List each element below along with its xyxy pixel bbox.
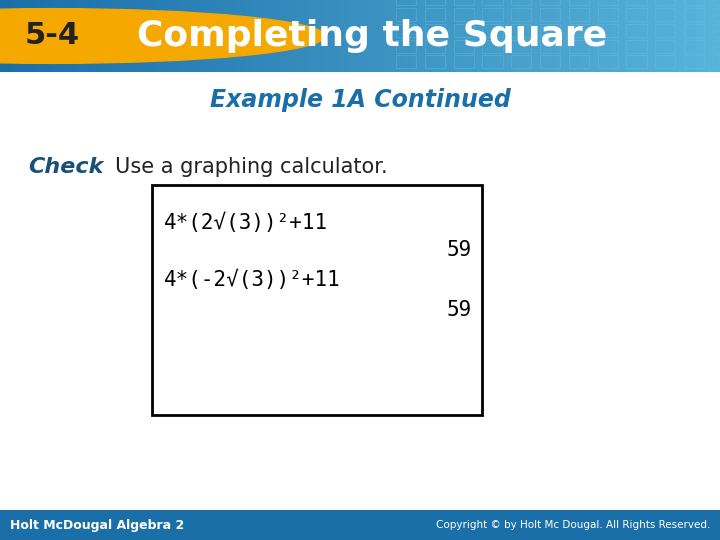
Bar [396,39,416,52]
Bar [482,8,503,21]
Bar [713,24,720,37]
Bar [511,24,531,37]
Bar [626,8,647,21]
Bar [511,8,531,21]
Text: Holt McDougal Algebra 2: Holt McDougal Algebra 2 [10,518,184,531]
Bar [684,8,704,21]
Bar [511,56,531,69]
Bar [540,24,560,37]
Text: Use a graphing calculator.: Use a graphing calculator. [115,157,387,177]
Bar [540,39,560,52]
Bar [655,24,675,37]
Bar [626,24,647,37]
Bar [626,56,647,69]
Bar [598,24,618,37]
Bar [569,56,589,69]
Bar [396,0,416,5]
Bar [396,8,416,21]
Text: 59: 59 [446,240,472,260]
Bar [569,39,589,52]
Bar [684,0,704,5]
Bar [684,39,704,52]
Bar [684,56,704,69]
Bar [482,56,503,69]
Text: Example 1A Continued: Example 1A Continued [210,88,510,112]
Bar [684,24,704,37]
Bar [598,56,618,69]
Bar [396,24,416,37]
Bar [425,24,445,37]
Bar [425,0,445,5]
Bar [655,8,675,21]
Text: 5-4: 5-4 [24,22,79,51]
Bar [540,56,560,69]
Text: Completing the Square: Completing the Square [137,19,607,53]
Bar [540,8,560,21]
Bar [713,39,720,52]
Bar [482,0,503,5]
Bar [655,56,675,69]
Bar [454,8,474,21]
Bar [713,8,720,21]
Bar [598,0,618,5]
Bar [626,39,647,52]
Bar [482,39,503,52]
Text: 59: 59 [446,300,472,320]
Circle shape [0,9,325,63]
Bar [713,0,720,5]
Bar [454,0,474,5]
Bar [511,39,531,52]
FancyBboxPatch shape [152,185,482,415]
Bar [511,0,531,5]
Bar [454,24,474,37]
Text: Copyright © by Holt Mc Dougal. All Rights Reserved.: Copyright © by Holt Mc Dougal. All Right… [436,520,710,530]
Bar [396,56,416,69]
Text: Check: Check [28,157,104,177]
Bar [569,0,589,5]
Bar [454,39,474,52]
Bar [655,39,675,52]
Bar [713,56,720,69]
Bar [425,8,445,21]
Bar [569,24,589,37]
Bar [482,24,503,37]
Bar [598,39,618,52]
Text: 4*(-2√(3))²+11: 4*(-2√(3))²+11 [164,270,341,290]
Bar [425,39,445,52]
Bar [598,8,618,21]
Bar [569,8,589,21]
Text: 4*(2√(3))²+11: 4*(2√(3))²+11 [164,213,328,233]
Bar [454,56,474,69]
Bar [540,0,560,5]
Bar [655,0,675,5]
Bar [626,0,647,5]
Bar [425,56,445,69]
